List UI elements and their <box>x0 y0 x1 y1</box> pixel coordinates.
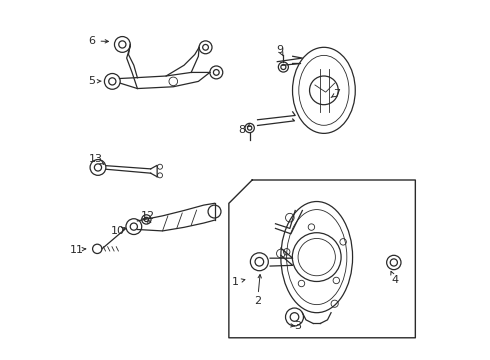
Text: 2: 2 <box>254 296 261 306</box>
Text: 9: 9 <box>276 45 284 55</box>
Text: 4: 4 <box>392 275 398 285</box>
Text: 8: 8 <box>238 125 245 135</box>
Text: 10: 10 <box>111 226 124 236</box>
Text: 13: 13 <box>89 154 103 164</box>
Text: 6: 6 <box>88 36 96 46</box>
Text: 3: 3 <box>294 321 301 331</box>
Text: 1: 1 <box>232 277 239 287</box>
Text: 5: 5 <box>88 76 96 86</box>
Text: 7: 7 <box>333 89 340 99</box>
Text: 11: 11 <box>70 244 83 255</box>
Text: 12: 12 <box>141 211 154 221</box>
